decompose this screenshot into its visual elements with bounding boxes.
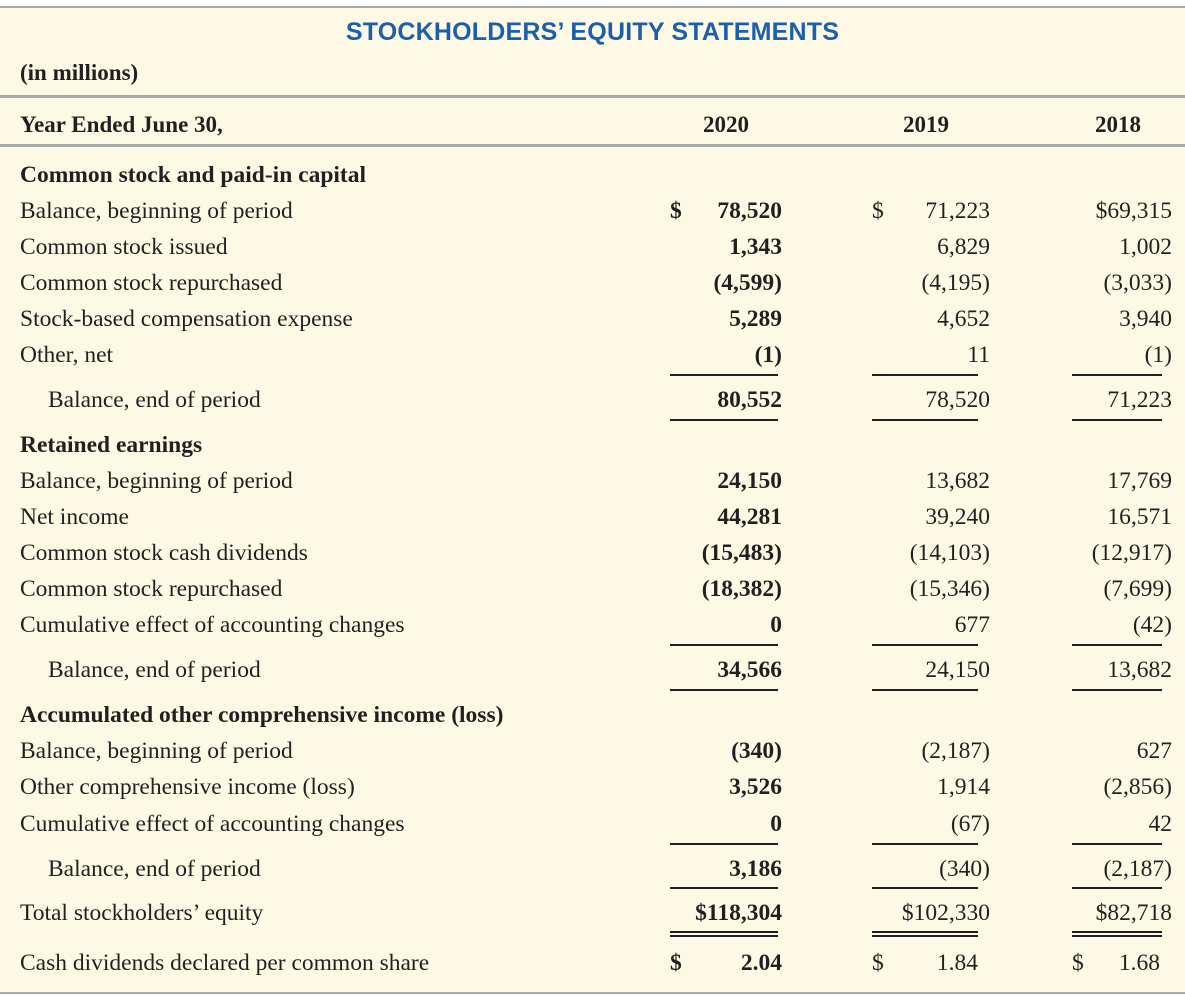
double-rule	[872, 935, 978, 937]
header-bottom-rule	[0, 144, 1185, 147]
double-rule	[872, 931, 978, 933]
row-label: Total stockholders’ equity	[20, 900, 264, 926]
double-rule	[1072, 935, 1162, 937]
table-row: Other, net (1) 11 (1)	[0, 337, 1185, 373]
table-row: Balance, beginning of period $78,520 $71…	[0, 193, 1185, 229]
row-label: Cumulative effect of accounting changes	[20, 811, 405, 837]
table-row: Common stock repurchased (18,382) (15,34…	[0, 571, 1185, 607]
header-year-2020: 2020	[703, 112, 749, 137]
section-heading-row: Retained earnings	[0, 427, 1185, 463]
statement-panel	[0, 6, 1185, 994]
subtotal-rule	[872, 843, 978, 845]
total-rule	[1072, 689, 1162, 691]
row-label: Balance, beginning of period	[20, 198, 293, 224]
total-rule	[872, 887, 978, 889]
total-row: Balance, end of period 34,566 24,150 13,…	[0, 652, 1185, 688]
dollar-sign: $	[872, 198, 884, 224]
table-row: Balance, beginning of period 24,150 13,6…	[0, 463, 1185, 499]
header-label: Year Ended June 30,	[20, 112, 223, 137]
subtotal-rule	[1072, 843, 1162, 845]
table-row: Net income 44,281 39,240 16,571	[0, 499, 1185, 535]
total-row: Balance, end of period 3,186 (340) (2,18…	[0, 851, 1185, 887]
total-rule	[1072, 887, 1162, 889]
total-rule	[872, 419, 978, 421]
row-label: Balance, end of period	[48, 856, 261, 882]
total-rule	[670, 887, 778, 889]
header-year-2018: 2018	[1095, 112, 1141, 137]
subtotal-rule	[670, 843, 778, 845]
row-label: Net income	[20, 504, 129, 530]
row-label: Common stock repurchased	[20, 576, 283, 602]
dollar-sign: $	[670, 198, 682, 224]
section-heading: Retained earnings	[20, 432, 203, 458]
row-label: Common stock repurchased	[20, 270, 283, 296]
section-heading: Common stock and paid-in capital	[20, 162, 367, 188]
table-row: Cumulative effect of accounting changes …	[0, 607, 1185, 643]
dollar-sign: $	[670, 950, 682, 976]
statement-title: STOCKHOLDERS’ EQUITY STATEMENTS	[345, 18, 840, 46]
row-label: Other comprehensive income (loss)	[20, 774, 355, 800]
table-row: Common stock issued 1,343 6,829 1,002	[0, 229, 1185, 265]
grand-total-row: Total stockholders’ equity $118,304 $102…	[0, 895, 1185, 931]
dividends-row: Cash dividends declared per common share…	[0, 945, 1185, 981]
header-year-2019: 2019	[903, 112, 949, 137]
row-label: Balance, beginning of period	[20, 738, 293, 764]
subtotal-rule	[872, 374, 978, 376]
table-row: Common stock repurchased (4,599) (4,195)…	[0, 265, 1185, 301]
table-row: Balance, beginning of period (340) (2,18…	[0, 733, 1185, 769]
subtotal-rule	[1072, 644, 1162, 646]
row-label: Balance, end of period	[48, 387, 261, 413]
row-label: Common stock issued	[20, 234, 228, 260]
double-rule	[1072, 931, 1162, 933]
row-label: Other, net	[20, 342, 114, 368]
row-label: Cumulative effect of accounting changes	[20, 612, 405, 638]
subtotal-rule	[872, 644, 978, 646]
total-row: Balance, end of period 80,552 78,520 71,…	[0, 382, 1185, 418]
row-label: Balance, beginning of period	[20, 468, 293, 494]
row-label: Stock-based compensation expense	[20, 306, 353, 332]
table-row: Stock-based compensation expense 5,289 4…	[0, 301, 1185, 337]
subtotal-rule	[670, 374, 778, 376]
subtotal-rule	[670, 644, 778, 646]
table-row: Cumulative effect of accounting changes …	[0, 806, 1185, 842]
table-row: Common stock cash dividends (15,483) (14…	[0, 535, 1185, 571]
subtotal-rule	[1072, 374, 1162, 376]
dollar-sign: $	[1072, 950, 1084, 976]
dollar-sign: $	[872, 950, 884, 976]
total-rule	[872, 689, 978, 691]
row-label: Common stock cash dividends	[20, 540, 308, 566]
double-rule	[670, 931, 778, 933]
section-heading: Accumulated other comprehensive income (…	[20, 702, 504, 728]
header-top-rule	[0, 95, 1185, 98]
total-rule	[1072, 419, 1162, 421]
table-row: Other comprehensive income (loss) 3,526 …	[0, 769, 1185, 805]
units-note: (in millions)	[20, 60, 139, 85]
section-heading-row: Common stock and paid-in capital	[0, 157, 1185, 193]
total-rule	[670, 419, 778, 421]
row-label: Cash dividends declared per common share	[20, 950, 430, 976]
section-heading-row: Accumulated other comprehensive income (…	[0, 697, 1185, 733]
row-label: Balance, end of period	[48, 657, 261, 683]
double-rule	[670, 935, 778, 937]
total-rule	[670, 689, 778, 691]
